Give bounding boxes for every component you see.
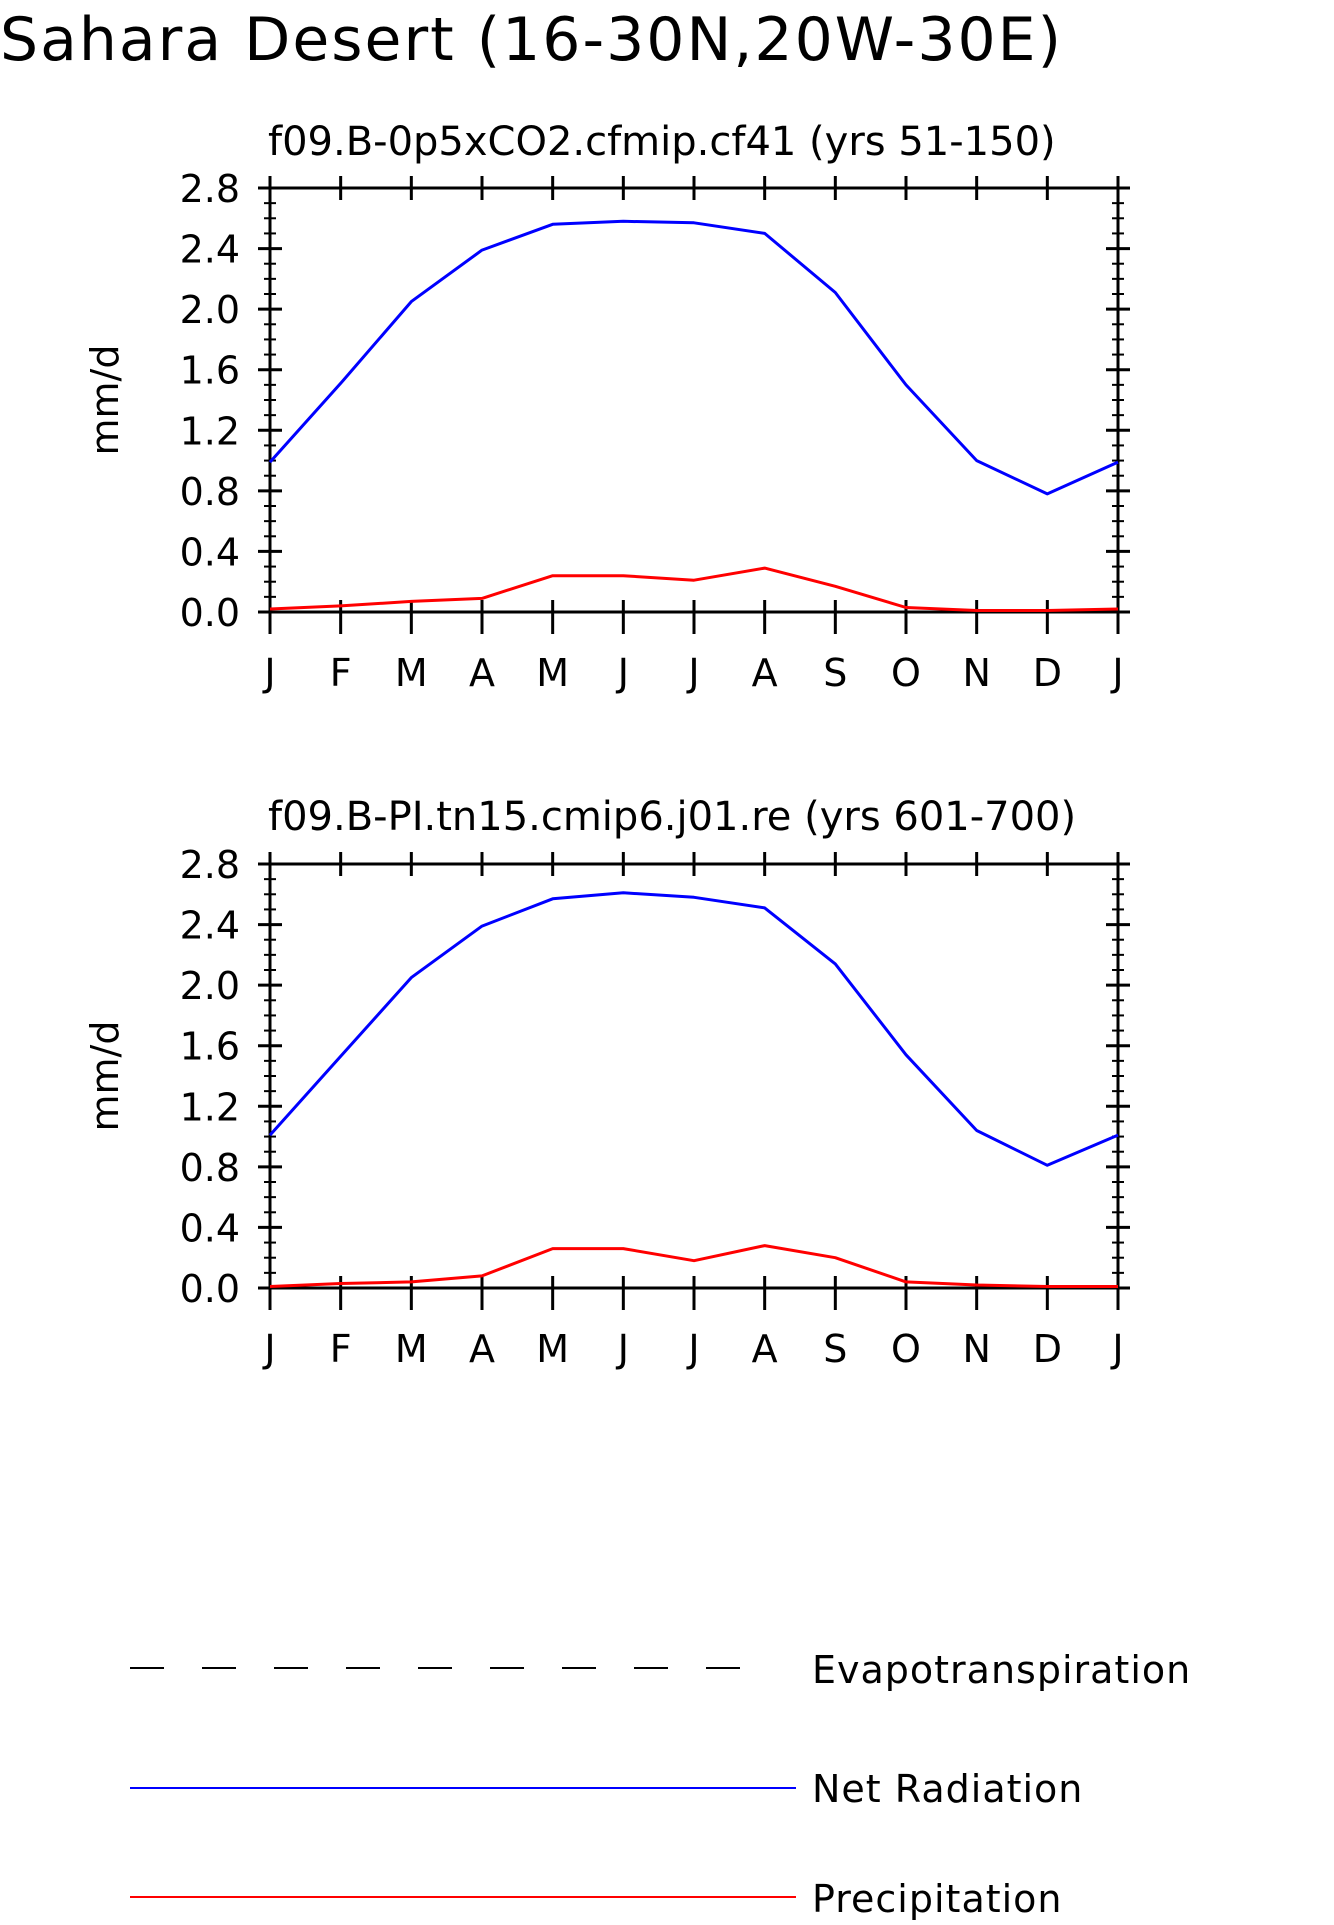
x-tick-label: J — [686, 1327, 699, 1371]
y-tick-label: 2.8 — [180, 843, 240, 887]
y-tick-label: 0.0 — [180, 1267, 240, 1311]
y-tick-label: 2.0 — [180, 964, 240, 1008]
panel-title: f09.B-0p5xCO2.cfmip.cf41 (yrs 51-150) — [268, 119, 1056, 165]
x-tick-label: D — [1033, 1327, 1062, 1371]
x-tick-label: O — [891, 651, 921, 695]
y-tick-label: 1.2 — [180, 1085, 240, 1129]
y-tick-label: 2.0 — [180, 288, 240, 332]
chart-panel-bottom: f09.B-PI.tn15.cmip6.j01.re (yrs 601-700)… — [83, 794, 1130, 1371]
figure-title: Sahara Desert (16-30N,20W-30E) — [0, 5, 1063, 75]
y-tick-label: 0.0 — [180, 591, 240, 635]
y-tick-label: 2.4 — [180, 904, 240, 948]
y-tick-label: 0.4 — [180, 530, 240, 574]
y-axis-label: mm/d — [83, 345, 127, 456]
x-tick-label: M — [536, 651, 569, 695]
x-tick-label: J — [686, 651, 699, 695]
y-tick-label: 2.4 — [180, 228, 240, 272]
chart-panel-top: f09.B-0p5xCO2.cfmip.cf41 (yrs 51-150) 0.0… — [83, 119, 1130, 695]
x-tick-label: N — [962, 651, 990, 695]
x-tick-label: J — [616, 1327, 629, 1371]
panel-title: f09.B-PI.tn15.cmip6.j01.re (yrs 601-700) — [268, 794, 1076, 840]
legend-label-precipitation: Precipitation — [812, 1877, 1063, 1921]
y-tick-label: 0.4 — [180, 1206, 240, 1250]
y-tick-label: 1.6 — [180, 349, 240, 393]
x-tick-label: M — [395, 1327, 428, 1371]
legend: Evapotranspiration Net Radiation Precipi… — [130, 1648, 1191, 1921]
series-line-net-radiation — [268, 219, 1119, 496]
x-tick-label: A — [469, 1327, 495, 1371]
x-tick-label: N — [962, 1327, 990, 1371]
x-tick-label: A — [752, 651, 778, 695]
x-tick-label: M — [536, 1327, 569, 1371]
series-line-precipitation — [269, 1244, 1118, 1288]
plot-frame — [268, 186, 1120, 614]
plot-frame — [268, 862, 1120, 1290]
x-tick-label: J — [616, 651, 629, 695]
x-tick-label: D — [1033, 651, 1062, 695]
x-tick-label: S — [823, 1327, 847, 1371]
y-tick-label: 2.8 — [180, 167, 240, 211]
x-tick-label: S — [823, 651, 847, 695]
legend-label-net-radiation: Net Radiation — [812, 1767, 1083, 1811]
y-tick-label: 0.8 — [180, 470, 240, 514]
x-tick-label: F — [330, 651, 352, 695]
series-line-net-radiation — [268, 891, 1119, 1167]
x-tick-label: M — [395, 651, 428, 695]
x-tick-label: J — [262, 1327, 275, 1371]
x-tick-label: A — [469, 651, 495, 695]
series-line-precipitation — [269, 566, 1119, 612]
y-tick-label: 1.6 — [180, 1025, 240, 1069]
y-tick-label: 1.2 — [180, 409, 240, 453]
x-tick-label: J — [1110, 1327, 1123, 1371]
y-tick-label: 0.8 — [180, 1146, 240, 1190]
y-axis-label: mm/d — [83, 1021, 127, 1132]
x-tick-label: A — [752, 1327, 778, 1371]
x-tick-label: O — [891, 1327, 921, 1371]
x-tick-label: J — [1110, 651, 1123, 695]
x-tick-label: F — [330, 1327, 352, 1371]
x-tick-label: J — [262, 651, 275, 695]
legend-label-evapotranspiration: Evapotranspiration — [812, 1648, 1191, 1692]
